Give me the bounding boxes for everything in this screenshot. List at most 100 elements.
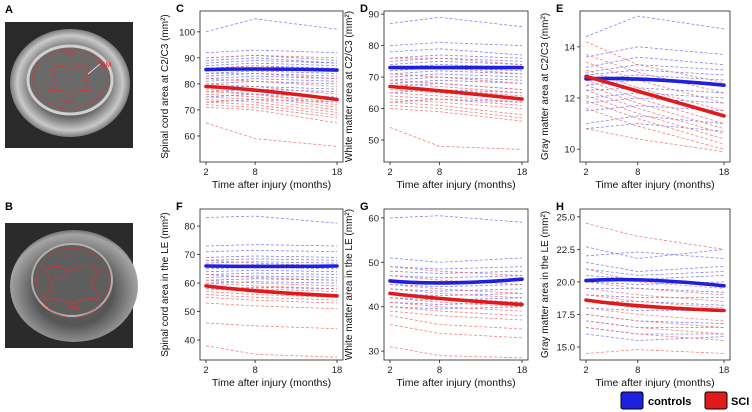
plot-frame: [383, 208, 529, 361]
sci-subject-line: [585, 320, 725, 335]
sci-subject-line: [585, 128, 725, 153]
sci-subject-line: [389, 92, 523, 103]
y-tick-label: 14: [564, 42, 575, 53]
sci-subject-line: [585, 288, 725, 302]
controls-mean-line: [388, 277, 524, 285]
sci-subject-line: [205, 345, 338, 358]
sci-subject-line: [205, 88, 338, 103]
control-subject-line: [389, 270, 523, 274]
control-subject-line: [205, 62, 338, 67]
control-subject-line: [585, 281, 725, 285]
plot-frame: [199, 208, 344, 361]
x-axis-label: Time after injury (months): [396, 179, 515, 191]
sci-subject-line: [389, 275, 523, 285]
panel-letter-c: C: [176, 3, 184, 15]
mri-gm-outline-b: [43, 265, 101, 305]
sci-subject-line: [389, 89, 523, 100]
sci-mean-line: [388, 84, 524, 101]
y-tick-label: 17.5: [557, 310, 576, 321]
sci-subject-line: [389, 324, 523, 339]
control-subject-line: [585, 262, 725, 272]
control-subject-line: [585, 115, 725, 124]
control-subject-line: [205, 49, 338, 54]
sci-subject-line: [205, 96, 338, 111]
control-subject-line: [389, 70, 523, 75]
control-subject-line: [585, 97, 725, 104]
control-subject-line: [389, 306, 523, 310]
sci-mean-line: [204, 84, 339, 102]
control-subject-line: [389, 73, 523, 78]
sci-subject-line: [389, 95, 523, 106]
x-tick-label: 18: [332, 365, 343, 376]
y-tick-label: 80: [368, 41, 379, 52]
x-tick-label: 2: [387, 167, 392, 178]
y-tick-label: 100: [179, 27, 195, 38]
y-axis-label: Gray matter area in the LE (mm²): [540, 211, 551, 358]
control-subject-line: [205, 18, 338, 33]
sci-subject-line: [389, 284, 523, 294]
sci-subject-line: [205, 78, 338, 87]
x-tick-label: 2: [387, 365, 392, 376]
control-subject-line: [585, 246, 725, 259]
control-subject-line: [389, 48, 523, 56]
panel-letter-h: H: [556, 201, 564, 213]
sci-subject-line: [389, 266, 523, 276]
control-subject-line: [205, 261, 338, 264]
x-axis-label: Time after injury (months): [396, 377, 515, 389]
y-tick-label: 70: [184, 105, 195, 116]
y-tick-label: 40: [368, 302, 379, 313]
control-subject-line: [585, 320, 724, 328]
sci-subject-line: [205, 93, 338, 108]
control-subject-line: [585, 251, 725, 259]
control-subject-line: [205, 60, 338, 64]
control-subject-line: [389, 297, 523, 301]
mri-cord-b: [31, 243, 113, 317]
control-subject-line: [389, 89, 523, 94]
control-subject-line: [205, 258, 338, 261]
x-axis-label: Time after injury (months): [212, 377, 331, 389]
control-subject-line: [585, 307, 724, 311]
sci-subject-line: [389, 127, 523, 150]
mri-cord-a: [26, 44, 114, 116]
y-tick-label: 90: [368, 10, 379, 21]
y-tick-label: 50: [368, 135, 379, 146]
y-tick-label: 60: [184, 279, 195, 290]
sci-subject-line: [205, 54, 338, 59]
control-subject-line: [585, 268, 725, 276]
mri-label-sc-a: SC: [65, 51, 75, 58]
plot-frame: [579, 10, 731, 163]
y-tick-label: 60: [368, 213, 379, 224]
sci-subject-line: [205, 291, 338, 298]
x-axis-label: Time after injury (months): [595, 179, 714, 191]
control-subject-line: [586, 287, 725, 293]
control-subject-line: [389, 60, 523, 65]
sci-subject-line: [389, 310, 523, 321]
control-subject-line: [205, 73, 338, 77]
sci-subject-line: [205, 83, 338, 95]
control-subject-line: [205, 99, 338, 103]
y-tick-label: 40: [184, 336, 195, 347]
control-subject-line: [389, 275, 523, 279]
control-subject-line: [585, 333, 725, 341]
control-subject-line: [389, 301, 523, 305]
plot-frame: [383, 10, 529, 163]
control-subject-line: [389, 76, 523, 81]
mri-label-sc-b: SC: [66, 253, 76, 260]
sci-subject-line: [389, 297, 523, 308]
chart-h: H 15.0 17.5 20.0 22.5 25.0 2 8 18 Time after inju…: [540, 201, 731, 389]
control-subject-line: [205, 269, 338, 273]
sci-subject-line: [585, 281, 725, 296]
control-subject-line: [585, 123, 725, 132]
sci-subject-line: [585, 222, 725, 250]
x-tick-label: 8: [437, 365, 442, 376]
sci-subject-line: [205, 322, 338, 330]
y-tick-label: 80: [184, 79, 195, 90]
y-tick-label: 30: [368, 347, 379, 358]
control-subject-line: [205, 255, 338, 258]
control-subject-line: [205, 80, 338, 85]
control-subject-line: [205, 266, 338, 270]
sci-subject-line: [205, 91, 338, 106]
sci-mean-line: [584, 74, 726, 118]
mri-panel-a: A SC GM WM: [5, 4, 133, 148]
sci-mean-line: [584, 298, 726, 313]
